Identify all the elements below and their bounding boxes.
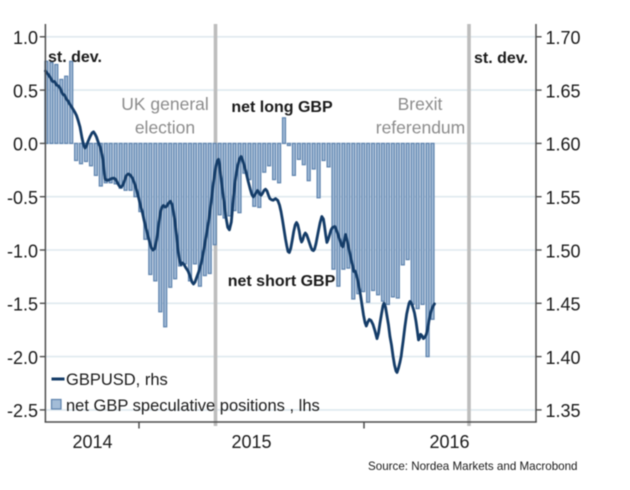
svg-text:1.0: 1.0 [13, 28, 38, 48]
svg-text:net GBP speculative positions: net GBP speculative positions , lhs [66, 397, 320, 415]
svg-text:GBPUSD, rhs: GBPUSD, rhs [66, 371, 168, 389]
svg-text:0.5: 0.5 [13, 81, 38, 101]
svg-text:Brexit: Brexit [398, 94, 443, 114]
svg-text:UK general: UK general [121, 94, 209, 114]
svg-text:net long GBP: net long GBP [231, 99, 333, 116]
svg-text:st. dev.: st. dev. [48, 49, 102, 66]
svg-text:2015: 2015 [231, 432, 271, 452]
svg-text:1.60: 1.60 [546, 135, 581, 155]
svg-text:0.0: 0.0 [13, 135, 38, 155]
svg-text:-2.5: -2.5 [7, 401, 38, 421]
svg-text:1.45: 1.45 [546, 295, 581, 315]
svg-text:1.50: 1.50 [546, 241, 581, 261]
svg-text:1.35: 1.35 [546, 401, 581, 421]
svg-text:-1.5: -1.5 [7, 295, 38, 315]
svg-text:-1.0: -1.0 [7, 241, 38, 261]
svg-text:1.55: 1.55 [546, 188, 581, 208]
svg-text:-0.5: -0.5 [7, 188, 38, 208]
svg-text:election: election [135, 118, 195, 138]
svg-text:1.70: 1.70 [546, 28, 581, 48]
svg-text:st. dev.: st. dev. [474, 50, 528, 67]
svg-text:Source: Nordea Markets and Mac: Source: Nordea Markets and Macrobond [368, 460, 577, 473]
svg-text:net short GBP: net short GBP [228, 273, 336, 290]
svg-text:1.40: 1.40 [546, 348, 581, 368]
svg-text:referendum: referendum [376, 118, 466, 138]
svg-text:2014: 2014 [72, 432, 112, 452]
svg-text:1.65: 1.65 [546, 81, 581, 101]
svg-text:-2.0: -2.0 [7, 348, 38, 368]
svg-text:2016: 2016 [429, 432, 469, 452]
